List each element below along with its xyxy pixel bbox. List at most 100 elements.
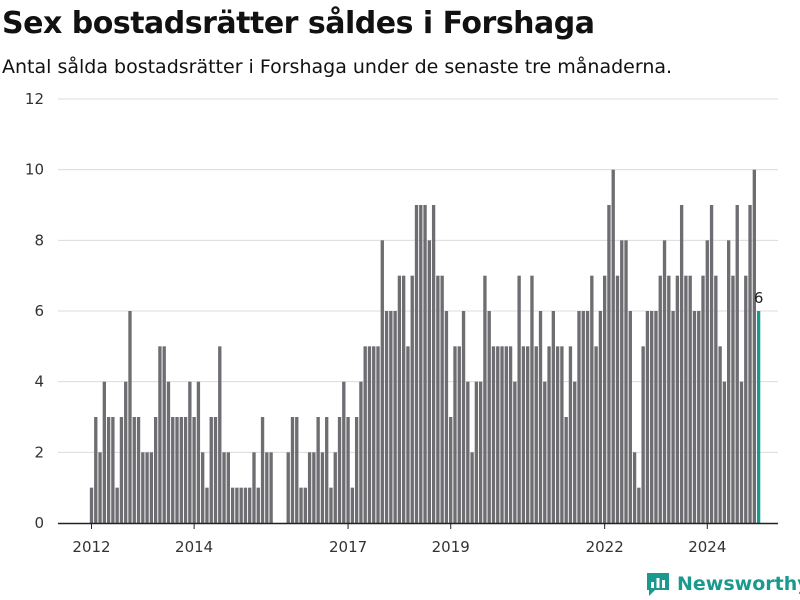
bar	[98, 452, 102, 523]
bar	[286, 452, 290, 523]
y-tick-label: 8	[34, 231, 44, 249]
bar	[248, 487, 252, 523]
bar	[141, 452, 145, 523]
bar	[581, 311, 585, 523]
bar	[423, 205, 427, 523]
bar	[119, 417, 124, 523]
bar	[299, 487, 303, 523]
bar	[457, 346, 461, 523]
bar	[709, 205, 714, 523]
bar	[316, 417, 320, 523]
bar	[547, 346, 551, 523]
bar	[406, 346, 410, 523]
bar	[205, 487, 209, 523]
bar	[483, 275, 487, 523]
bar	[124, 381, 128, 523]
bar	[312, 452, 316, 523]
bar	[363, 346, 367, 523]
bar	[179, 417, 183, 523]
bar	[632, 452, 637, 523]
bar-latest	[756, 311, 761, 523]
bar	[697, 311, 701, 523]
bar	[731, 275, 735, 523]
bar	[295, 417, 299, 523]
y-tick-label: 6	[34, 302, 44, 320]
bar	[615, 275, 620, 523]
y-tick-label: 2	[34, 443, 44, 461]
chart-subtitle: Antal sålda bostadsrätter i Forshaga und…	[2, 56, 673, 78]
bar	[594, 346, 598, 523]
bar	[354, 417, 359, 523]
bar	[517, 275, 521, 523]
bar	[496, 346, 500, 523]
bar	[590, 275, 594, 523]
bar	[132, 417, 136, 523]
bar	[372, 346, 376, 523]
bar	[671, 311, 675, 523]
bar	[397, 275, 402, 523]
bar	[260, 417, 265, 523]
bar	[384, 311, 389, 523]
bar	[89, 487, 94, 523]
bar	[436, 275, 440, 523]
bar	[243, 487, 248, 523]
bar	[543, 381, 547, 523]
bar	[692, 311, 697, 523]
bar	[526, 346, 530, 523]
bar	[158, 346, 162, 523]
bar	[478, 381, 483, 523]
bar	[602, 275, 607, 523]
bar	[551, 311, 556, 523]
bar	[188, 381, 192, 523]
bar	[684, 275, 688, 523]
bar	[359, 381, 363, 523]
bar	[419, 205, 423, 523]
bar	[427, 240, 431, 524]
newsworthy-logo: Newsworthy	[645, 569, 800, 599]
bar	[256, 487, 260, 523]
bar	[628, 311, 632, 523]
bar	[196, 381, 201, 523]
chart-title: Sex bostadsrätter såldes i Forshaga	[2, 6, 595, 41]
bar	[735, 205, 739, 523]
bar	[598, 311, 603, 523]
bar	[265, 452, 269, 523]
bar	[350, 487, 355, 523]
axes: 2012 2014 2017 2019 2022 2024	[58, 522, 778, 556]
bar	[192, 417, 196, 523]
bar	[380, 240, 384, 524]
bar	[393, 311, 397, 523]
x-tick-label: 2019	[432, 538, 470, 556]
bar	[675, 275, 680, 523]
bar	[213, 417, 218, 523]
bar	[222, 452, 226, 523]
bar	[209, 417, 213, 523]
bar	[662, 240, 667, 524]
bar	[748, 205, 752, 523]
x-tick-label: 2017	[329, 538, 367, 556]
bar	[727, 240, 731, 524]
bar	[171, 417, 175, 523]
bar	[166, 381, 171, 523]
bar	[201, 452, 205, 523]
bar	[466, 381, 470, 523]
bar	[744, 275, 748, 523]
bar	[752, 169, 756, 523]
y-tick-label: 12	[25, 90, 44, 108]
bar	[521, 346, 526, 523]
bar	[153, 417, 158, 523]
bar	[235, 487, 239, 523]
bar	[637, 487, 641, 523]
y-tick-label: 0	[34, 514, 44, 532]
bar	[367, 346, 372, 523]
brand-name: Newsworthy	[677, 573, 800, 595]
bar	[534, 346, 538, 523]
bar	[440, 275, 444, 523]
bar	[149, 452, 154, 523]
bar	[449, 417, 453, 523]
bar	[641, 346, 645, 523]
x-tick-label: 2014	[175, 538, 213, 556]
bar	[128, 311, 132, 523]
y-tick-label: 4	[34, 373, 44, 391]
